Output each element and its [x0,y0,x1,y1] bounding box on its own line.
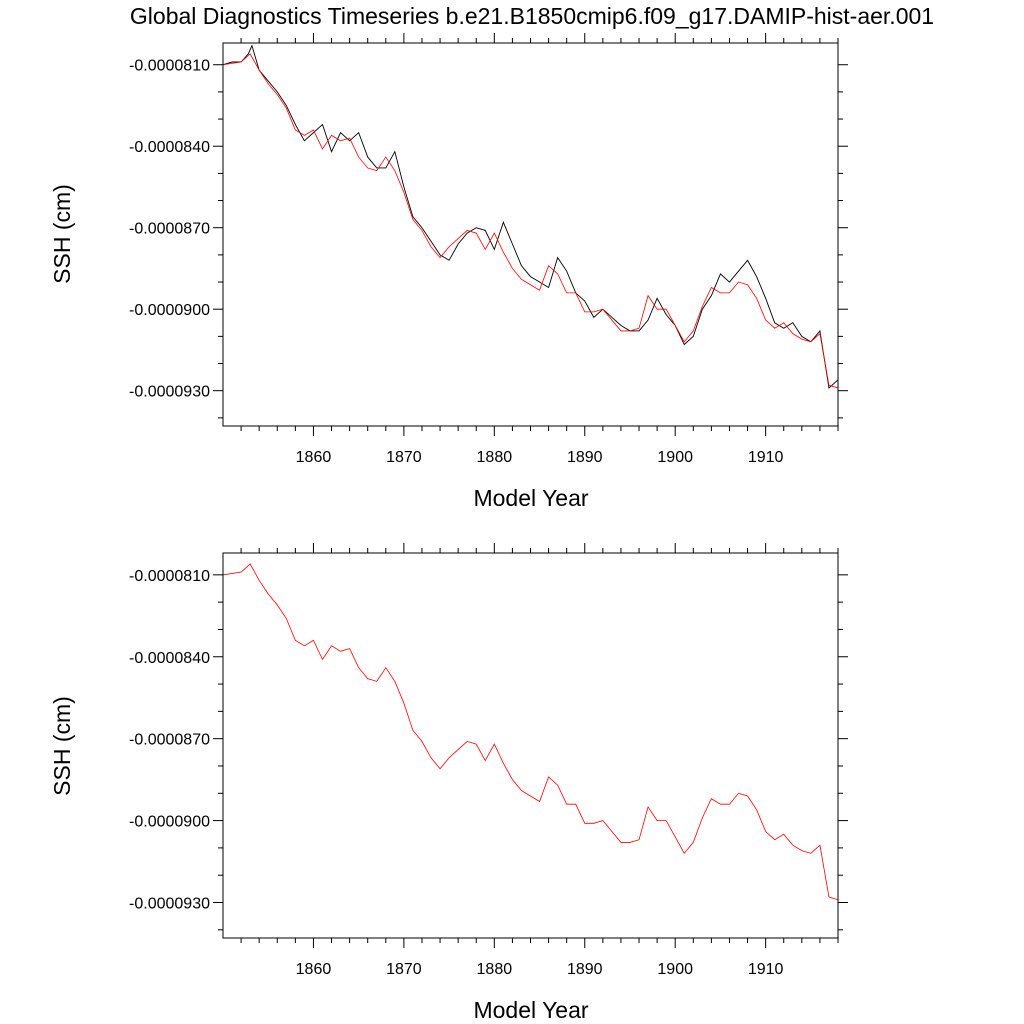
x-tick-label: 1900 [657,961,693,978]
bottom-y-axis-label: SSH (cm) [49,696,75,796]
y-tick-label: -0.0000870 [129,221,210,238]
y-tick-label: -0.0000840 [129,139,210,156]
black-series-line-0 [223,44,838,389]
top-axis-ticks: 1860 1870 1880 1890 1900 1910 -0.0000810 -0.000… [129,33,848,466]
x-tick-label: 1880 [477,961,513,978]
y-tick-label: -0.0000930 [129,384,210,401]
top-y-axis-label: SSH (cm) [49,184,75,284]
x-tick-label: 1870 [386,961,422,978]
x-tick-label: 1870 [386,449,422,466]
bottom-plot-frame [222,552,839,939]
bottom-plot-area [223,563,838,901]
top-x-axis-label: Model Year [473,485,588,511]
bottom-axis-ticks: 1860 1870 1880 1890 1900 1910 -0.0000810 -0.000… [129,543,848,978]
top-plot-area [223,44,838,389]
x-tick-label: 1910 [748,449,784,466]
y-tick-label: -0.0000900 [129,814,210,831]
y-tick-label: -0.0000810 [129,568,210,585]
red-series-line-1 [223,563,838,901]
x-tick-label: 1900 [657,449,693,466]
figure-title: Global Diagnostics Timeseries b.e21.B185… [130,3,934,29]
x-tick-label: 1890 [567,961,603,978]
x-tick-label: 1890 [567,449,603,466]
y-tick-label: -0.0000810 [129,58,210,75]
y-tick-label: -0.0000840 [129,650,210,667]
y-tick-label: -0.0000870 [129,732,210,749]
y-tick-label: -0.0000930 [129,896,210,913]
x-tick-label: 1910 [748,961,784,978]
x-tick-label: 1880 [477,449,513,466]
bottom-panel: 1860 1870 1880 1890 1900 1910 -0.0000810 -0.000… [49,543,848,1023]
bottom-x-axis-label: Model Year [473,997,588,1023]
top-panel: 1860 1870 1880 1890 1900 1910 -0.0000810 -0.000… [49,33,848,511]
x-tick-label: 1860 [296,961,332,978]
x-tick-label: 1860 [296,449,332,466]
y-tick-label: -0.0000900 [129,302,210,319]
red-series-line-0 [223,53,838,389]
top-plot-frame [222,42,839,427]
